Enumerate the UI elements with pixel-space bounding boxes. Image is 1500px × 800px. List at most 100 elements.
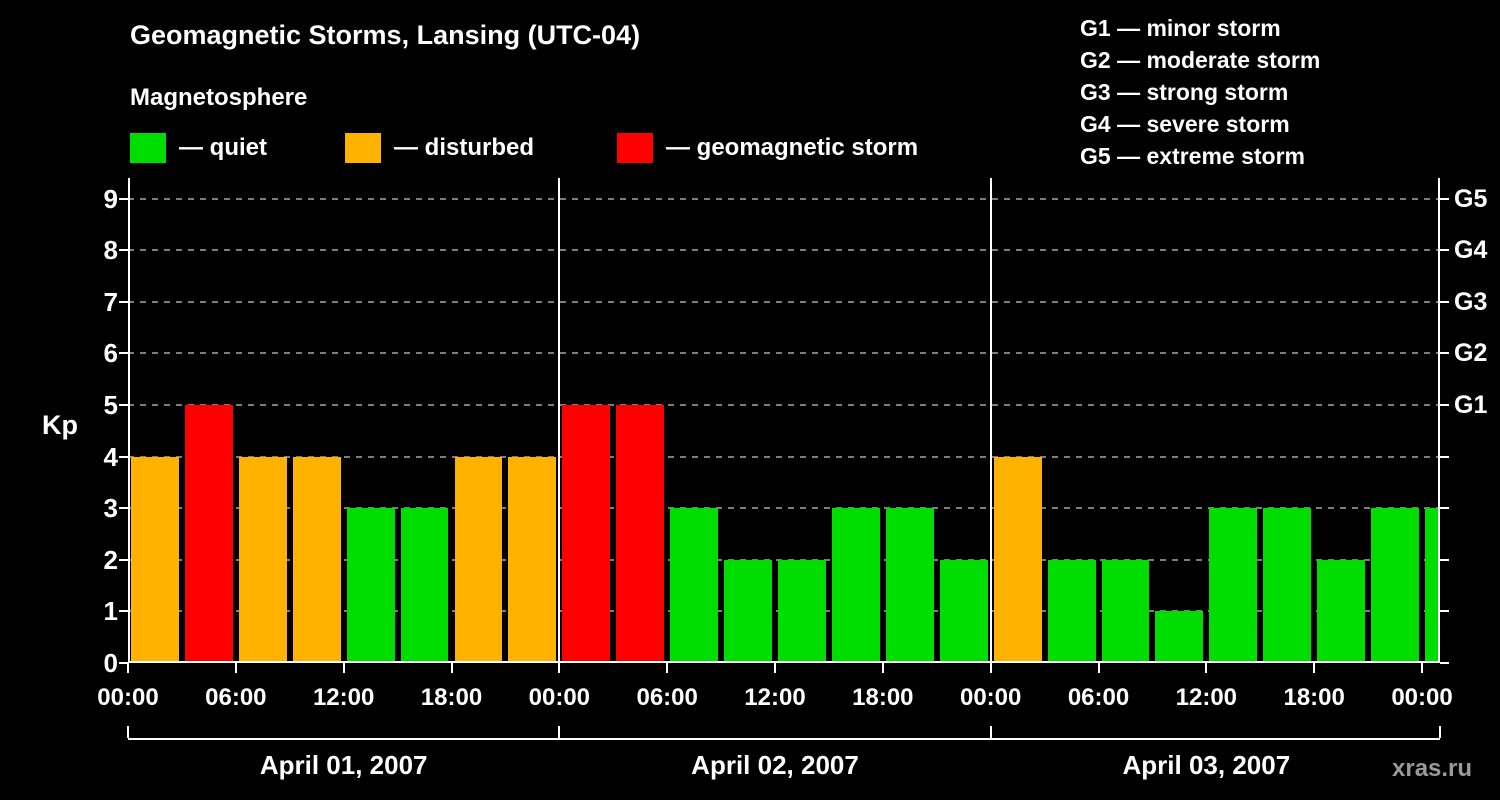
right-axis-tick <box>1440 300 1449 303</box>
kp-bar <box>1101 559 1150 663</box>
x-tick-label: 00:00 <box>1391 684 1453 711</box>
gridline-kp-2 <box>128 558 1440 561</box>
g-scale-item: G2 — moderate storm <box>1080 47 1321 73</box>
y-axis-line <box>128 178 130 663</box>
kp-bar <box>562 405 611 663</box>
x-axis-tick <box>1313 663 1316 673</box>
y-tick-label: 7 <box>103 286 118 317</box>
kp-bar <box>292 456 341 663</box>
y-axis-tick <box>119 662 128 664</box>
y-axis-tick <box>119 404 128 407</box>
x-tick-label: 06:00 <box>636 684 698 711</box>
gridline-kp-5 <box>128 404 1440 407</box>
plot-area <box>128 178 1440 663</box>
y-tick-label: 6 <box>103 338 118 369</box>
x-axis-tick <box>450 663 453 673</box>
gridline-kp-4 <box>128 455 1440 458</box>
gridline-kp-9 <box>128 197 1440 200</box>
y-axis-tick <box>119 249 128 252</box>
y-axis-tick <box>119 352 128 355</box>
kp-bar <box>1209 508 1258 663</box>
kp-bar <box>939 559 988 663</box>
g-scale-item: G4 — severe storm <box>1080 111 1290 137</box>
g-scale-legend: G1 — minor storm G2 — moderate storm G3 — … <box>1080 12 1320 172</box>
kp-bar <box>616 405 665 663</box>
date-axis-line <box>128 738 1440 740</box>
x-tick-label: 12:00 <box>1175 684 1238 711</box>
y-tick-label: 9 <box>103 183 118 214</box>
kp-bar <box>1425 508 1440 663</box>
kp-bar <box>400 508 449 663</box>
g-scale-tick-label: G1 <box>1454 391 1488 420</box>
x-tick-label: 00:00 <box>528 684 591 711</box>
kp-bar <box>238 456 287 663</box>
x-axis-tick <box>666 663 669 673</box>
y-tick-label: 8 <box>103 235 118 266</box>
legend-swatch-storm <box>617 133 653 163</box>
g-scale-tick-label: G4 <box>1454 236 1488 265</box>
y-axis-tick <box>119 300 128 303</box>
kp-bar <box>1047 559 1096 663</box>
right-axis-tick <box>1440 404 1449 407</box>
legend-swatch-disturbed <box>345 133 381 163</box>
kp-bar <box>346 508 395 663</box>
y-axis-title: Kp <box>42 410 78 440</box>
y-tick-label: 1 <box>103 596 118 627</box>
kp-bar <box>724 559 772 663</box>
g-scale-item: G5 — extreme storm <box>1080 143 1305 169</box>
x-axis-tick <box>774 663 776 673</box>
y-tick-label: 2 <box>103 544 118 575</box>
kp-bar <box>1263 508 1312 663</box>
kp-bar <box>885 508 934 663</box>
legend-label-quiet: — quiet <box>179 134 267 161</box>
x-tick-label: 18:00 <box>1283 684 1345 711</box>
day-boundary-line <box>558 178 561 663</box>
date-label: April 01, 2007 <box>259 750 428 780</box>
date-axis-separator <box>989 726 992 738</box>
right-axis-tick <box>1440 249 1449 252</box>
magnetosphere-label: Magnetosphere <box>130 84 308 111</box>
x-axis-tick <box>127 663 129 673</box>
gridline-kp-6 <box>128 352 1440 355</box>
right-axis-tick <box>1440 610 1449 613</box>
right-axis-line <box>1438 178 1440 663</box>
x-axis-tick <box>1097 663 1100 673</box>
y-axis-tick <box>119 197 128 200</box>
x-tick-label: 00:00 <box>959 684 1022 711</box>
x-axis-tick <box>234 663 237 673</box>
date-axis-separator <box>1439 726 1441 738</box>
kp-bar <box>454 456 503 663</box>
date-label: April 02, 2007 <box>691 750 859 780</box>
y-axis-tick <box>119 610 128 613</box>
x-tick-label: 18:00 <box>852 684 914 711</box>
right-axis-tick <box>1440 197 1449 200</box>
x-axis-tick <box>881 663 884 673</box>
kp-bar <box>1155 611 1204 663</box>
date-axis-separator <box>127 726 129 738</box>
legend-item-storm: — geomagnetic storm <box>617 132 918 164</box>
x-axis-tick <box>1205 663 1208 673</box>
right-axis-tick <box>1440 662 1449 664</box>
legend-label-disturbed: — disturbed <box>394 134 535 161</box>
legend-item-disturbed: — disturbed <box>345 132 534 164</box>
gridline-kp-8 <box>128 249 1440 252</box>
watermark: xras.ru <box>1392 755 1473 782</box>
x-axis-tick <box>558 663 561 673</box>
g-scale-item: G1 — minor storm <box>1080 15 1281 41</box>
x-tick-label: 12:00 <box>744 684 806 711</box>
x-tick-label: 00:00 <box>97 684 159 711</box>
x-axis-line <box>128 661 1440 663</box>
kp-bar <box>131 456 179 663</box>
x-tick-label: 06:00 <box>1067 684 1130 711</box>
x-tick-label: 18:00 <box>420 684 483 711</box>
right-axis-tick <box>1440 507 1449 510</box>
kp-bar <box>831 508 880 663</box>
y-axis-tick <box>119 558 128 561</box>
legend-label-storm: — geomagnetic storm <box>666 134 919 161</box>
right-axis-tick <box>1440 352 1449 355</box>
x-axis-tick <box>342 663 345 673</box>
page-title: Geomagnetic Storms, Lansing (UTC-04) <box>130 20 641 50</box>
y-tick-label: 0 <box>103 648 118 678</box>
kp-bar <box>1317 559 1366 663</box>
